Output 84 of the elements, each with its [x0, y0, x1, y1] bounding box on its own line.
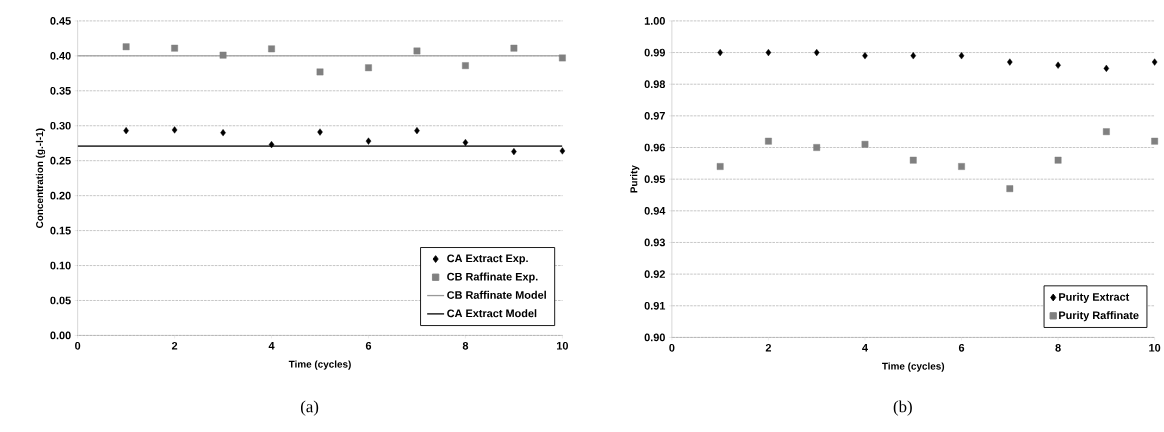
point: [122, 43, 130, 51]
point: [171, 44, 178, 52]
point: [1006, 185, 1014, 193]
y-tick-label: 0.20: [50, 191, 71, 200]
point: [765, 137, 772, 145]
y-tick-label: 0.10: [50, 261, 71, 270]
point: [171, 126, 178, 134]
point: [813, 144, 821, 151]
y-tick-label: 0.40: [50, 52, 71, 60]
point: [958, 52, 965, 60]
legend-label: CA Extract Exp.: [447, 254, 528, 265]
y-tick-label: 0.25: [50, 156, 71, 165]
y-axis-title: Concentration (g.-l-1): [35, 128, 46, 228]
y-tick-label: 0.99: [644, 48, 665, 57]
text: (b): [893, 400, 912, 416]
point: [861, 140, 869, 148]
point: [365, 64, 372, 72]
y-axis-title: Purity: [630, 165, 640, 193]
y-tick-label: 1.00: [644, 17, 665, 25]
y-tick-label: 0.90: [644, 333, 665, 342]
point: [413, 47, 421, 55]
point: [220, 129, 226, 137]
point: [1151, 137, 1159, 145]
point: [1102, 128, 1110, 136]
point: [765, 48, 772, 57]
y-tick-label: 0.05: [50, 296, 71, 305]
x-tick-label: 6: [365, 341, 372, 350]
point: [414, 127, 420, 135]
y-tick-label: 0.00: [50, 331, 71, 340]
legend-label: Purity Raffinate: [1059, 311, 1139, 322]
y-tick-label: 0.92: [644, 270, 665, 278]
y-tick-label: 0.15: [50, 226, 71, 235]
x-tick-label: 2: [171, 341, 178, 350]
point: [1054, 156, 1062, 164]
point: [268, 141, 275, 149]
y-tick-label: 0.45: [50, 17, 71, 25]
x-tick-label: 6: [958, 343, 965, 352]
text: (a): [300, 400, 319, 416]
y-tick-label: 0.95: [644, 175, 666, 184]
point: [462, 138, 469, 147]
point: [862, 52, 868, 60]
point: [958, 163, 965, 170]
point: [510, 44, 518, 52]
point: [813, 48, 820, 57]
x-tick-label: 0: [75, 341, 81, 350]
point: [365, 137, 372, 145]
x-tick-label: 8: [1055, 343, 1061, 352]
y-tick-label: 0.97: [644, 112, 665, 120]
y-tick-label: 0.30: [50, 121, 71, 130]
y-tick-label: 0.96: [644, 143, 665, 152]
legend-label: CB Raffinate Exp.: [447, 272, 538, 283]
y-tick-label: 0.91: [644, 301, 666, 310]
point: [1103, 64, 1110, 72]
x-axis-title: Time (cycles): [882, 362, 945, 372]
y-tick-label: 0.98: [644, 80, 666, 89]
x-tick-label: 4: [862, 343, 868, 352]
point: [1151, 58, 1158, 66]
point: [1055, 61, 1061, 69]
point: [559, 147, 566, 155]
y-tick-label: 0.35: [50, 86, 71, 95]
x-tick-label: 2: [765, 343, 772, 352]
point: [316, 68, 324, 76]
point: [462, 62, 469, 70]
point: [317, 128, 323, 136]
x-tick-label: 10: [1149, 343, 1161, 352]
legend-label: Purity Extract: [1059, 292, 1130, 303]
x-tick-label: 8: [462, 341, 469, 350]
point: [219, 51, 227, 59]
y-tick-label: 0.94: [644, 206, 666, 215]
point: [909, 156, 917, 164]
point: [268, 45, 275, 53]
point: [559, 54, 566, 62]
x-tick-label: 0: [669, 343, 675, 352]
point: [716, 163, 724, 170]
legend-label: CB Raffinate Model: [447, 290, 546, 299]
legend-label: CA Extract Model: [447, 309, 537, 318]
point: [1007, 58, 1013, 66]
y-tick-label: 0.93: [644, 238, 665, 247]
x-axis-title: Time (cycles): [288, 360, 351, 370]
x-tick-label: 10: [557, 341, 569, 350]
point: [910, 52, 916, 60]
x-tick-label: 4: [268, 341, 275, 350]
point: [511, 148, 517, 156]
point: [123, 127, 129, 135]
